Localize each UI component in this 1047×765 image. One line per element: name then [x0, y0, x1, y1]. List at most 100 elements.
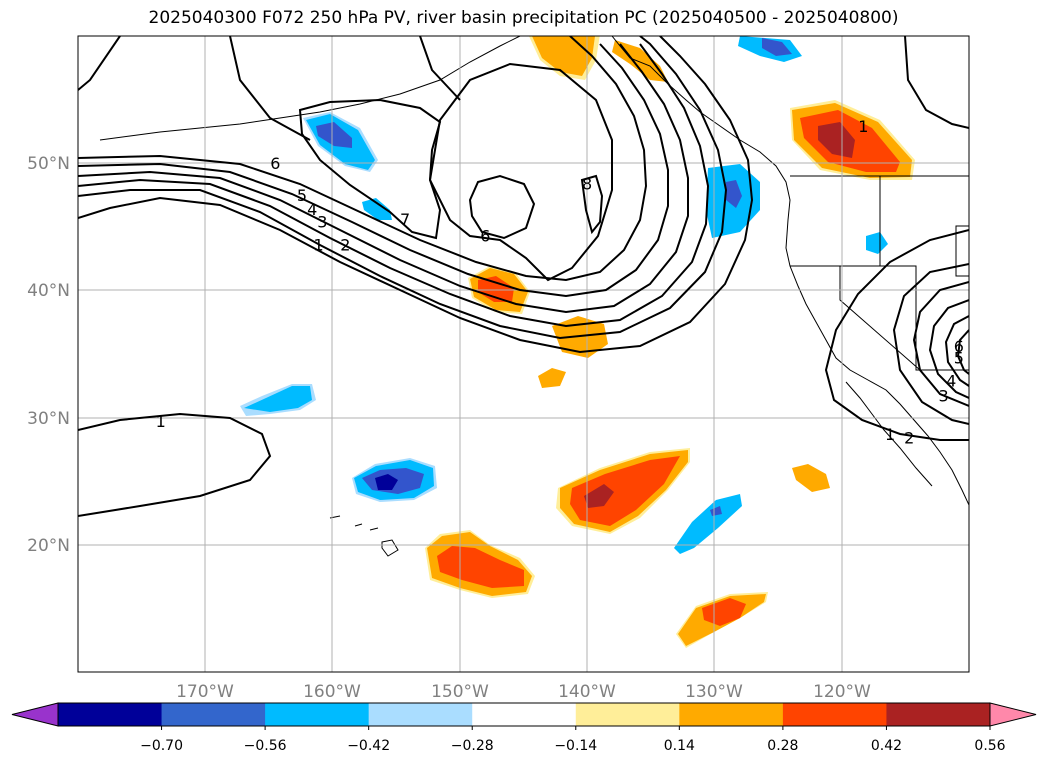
colorbar-tick-label: 0.28	[767, 738, 798, 754]
pv-contour	[468, 174, 536, 240]
precip-negative-region	[726, 180, 742, 208]
pv-contour-label: 2	[904, 429, 914, 448]
pv-contour-label: 5	[954, 349, 964, 368]
pv-contour	[298, 98, 442, 240]
pv-contour-label: 1	[858, 117, 868, 136]
colorbar-tick-label: 0.14	[664, 738, 695, 754]
pv-contour	[580, 174, 604, 235]
hawaii-islands	[329, 515, 399, 557]
precip-positive-region	[818, 122, 855, 158]
pv-contour	[78, 43, 689, 314]
lat-label-30n: 30°N	[27, 409, 70, 429]
colorbar-tick-label: −0.42	[347, 738, 390, 754]
pv-contour	[912, 281, 969, 407]
colorbar-tick-label: 0.56	[974, 738, 1005, 754]
pv-contour	[78, 43, 669, 298]
pv-contour	[229, 36, 311, 141]
colorbar-extend-low	[11, 702, 59, 727]
pv-contour	[78, 36, 728, 340]
pv-contour	[956, 329, 969, 375]
pv-contour-label: 1	[313, 235, 323, 254]
pv-contour	[419, 36, 461, 101]
precip-negative-region	[674, 494, 742, 554]
colorbar-swatch	[161, 703, 266, 726]
pv-contour-label: 6	[480, 226, 490, 245]
colorbar-swatch	[679, 703, 784, 726]
lat-label-50n: 50°N	[27, 154, 70, 174]
map-frame	[77, 35, 970, 673]
colorbar-swatch	[782, 703, 887, 726]
lat-label-40n: 40°N	[27, 281, 70, 301]
colorbar-swatch	[265, 703, 370, 726]
pv-contour	[78, 412, 272, 517]
pv-contour	[78, 43, 710, 328]
colorbar-swatch	[368, 703, 473, 726]
pv-contour-label: 3	[317, 212, 327, 231]
pv-contour-label: 5	[297, 186, 307, 205]
lat-label-20n: 20°N	[27, 536, 70, 556]
precip-positive-region	[584, 484, 614, 508]
pv-contour	[78, 36, 121, 91]
pv-contour	[78, 36, 648, 282]
map-title: 2025040300 F072 250 hPa PV, river basin …	[148, 8, 899, 28]
longitude-labels: 170°W 160°W 150°W 140°W 130°W 120°W	[176, 682, 871, 702]
pv-contour-label: 6	[270, 154, 280, 173]
colorbar-tick-label: 0.42	[871, 738, 902, 754]
colorbar-labels: −0.70 −0.56 −0.42 −0.28 −0.14 0.14 0.28 0.42 0.5…	[140, 726, 1006, 754]
lon-label-160w: 160°W	[303, 682, 361, 702]
colorbar-swatch	[58, 703, 163, 726]
state-border	[839, 266, 921, 371]
colorbar-tick-label: −0.70	[140, 738, 183, 754]
pv-contour	[904, 36, 969, 129]
precip-negative-region	[244, 386, 312, 412]
state-border	[955, 225, 969, 277]
precip-positive-region	[437, 546, 524, 588]
pv-contours	[78, 36, 969, 517]
pv-contour	[892, 263, 969, 425]
pv-contour-label: 6	[954, 337, 964, 356]
pv-contour	[824, 229, 969, 441]
colorbar-tick-label: −0.14	[554, 738, 597, 754]
precip-negative-region	[362, 198, 392, 220]
precip-negative-region	[866, 232, 888, 254]
lon-label-130w: 130°W	[685, 682, 743, 702]
pv-contour	[428, 62, 613, 282]
baja-coast	[845, 381, 933, 487]
precip-positive-region	[702, 598, 746, 626]
colorbar-swatch	[886, 703, 991, 726]
precip-negative-region	[762, 38, 792, 56]
pv-contour	[78, 36, 754, 354]
lon-label-120w: 120°W	[813, 682, 871, 702]
alaska-islands	[99, 36, 521, 141]
precip-negative-region	[316, 122, 352, 148]
lon-label-150w: 150°W	[431, 682, 489, 702]
colorbar-frame	[57, 702, 991, 727]
lon-label-170w: 170°W	[176, 682, 234, 702]
state-border	[880, 265, 969, 371]
pv-contour-label: 7	[400, 210, 410, 229]
precip-negative-region	[710, 506, 722, 516]
coastlines	[99, 36, 969, 557]
state-border	[790, 176, 881, 267]
colorbar-swatch	[472, 703, 577, 726]
precip-positive-region	[570, 456, 680, 526]
latitude-labels: 50°N 40°N 30°N 20°N	[27, 154, 70, 556]
pv-contour-label: 3	[938, 387, 948, 406]
colorbar	[11, 702, 1037, 727]
precip-positive-region	[792, 464, 830, 492]
pv-contour-label: 8	[582, 174, 592, 193]
pv-contour	[928, 299, 969, 399]
lon-label-140w: 140°W	[558, 682, 616, 702]
pv-contour-label: 2	[340, 235, 350, 254]
pv-contour-label: 1	[156, 412, 166, 431]
pv-contour-label: 4	[307, 200, 317, 219]
colorbar-swatch	[575, 703, 680, 726]
pv-contour-label: 1	[885, 425, 895, 444]
precip-shading	[240, 36, 915, 648]
colorbar-tick-label: −0.56	[244, 738, 287, 754]
colorbar-extend-high	[989, 702, 1037, 727]
precip-positive-region	[532, 36, 595, 76]
